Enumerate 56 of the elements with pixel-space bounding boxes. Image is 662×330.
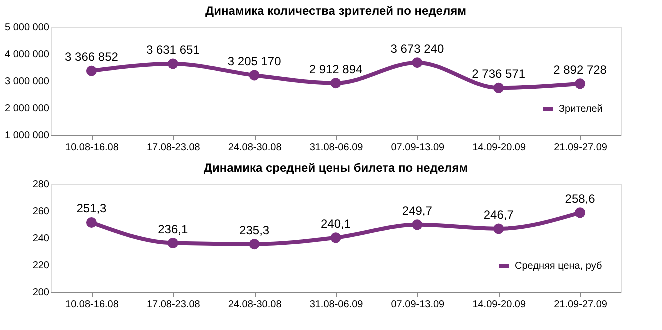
x-tick-label: 21.09-27.09 xyxy=(554,142,608,154)
point xyxy=(575,78,586,90)
x-tick-label: 14.09-20.09 xyxy=(472,142,526,154)
data-label: 235,3 xyxy=(240,223,270,238)
data-label: 240,1 xyxy=(320,216,352,231)
legend-label: Средняя цена, руб xyxy=(515,261,602,272)
x-tick-label: 10.08-16.08 xyxy=(66,300,120,310)
point xyxy=(494,224,504,234)
x-tick-label: 24.08-30.08 xyxy=(228,300,282,310)
data-label: 2 892 728 xyxy=(554,62,608,77)
x-tick-label: 07.09-13.09 xyxy=(391,300,446,310)
point xyxy=(168,58,178,70)
x-tick-label: 14.09-20.09 xyxy=(472,300,526,310)
point xyxy=(330,232,342,244)
point xyxy=(168,238,178,248)
x-tick-label: 24.08-30.08 xyxy=(228,142,282,154)
point xyxy=(412,220,423,230)
legend-label: Зрителей xyxy=(559,104,603,115)
y-tick-label: 280 xyxy=(32,180,50,190)
data-label: 258,6 xyxy=(565,192,596,206)
data-label: 2 736 571 xyxy=(472,67,526,82)
x-tick-label: 10.08-16.08 xyxy=(66,142,120,154)
data-label: 236,1 xyxy=(158,222,188,236)
y-tick-label: 200 xyxy=(32,288,50,298)
data-label: 3 631 651 xyxy=(146,42,200,57)
x-tick-label: 21.09-27.09 xyxy=(554,300,608,310)
y-tick-label: 1 000 000 xyxy=(5,130,50,142)
data-label: 251,3 xyxy=(76,202,108,216)
chart-title: Динамика количества зрителей по неделям xyxy=(206,4,467,18)
y-tick-label: 220 xyxy=(32,260,50,272)
y-tick-label: 3 000 000 xyxy=(5,76,50,88)
data-label: 3 205 170 xyxy=(228,54,282,68)
data-label: 246,7 xyxy=(484,208,514,222)
chart-title: Динамика средней цены билета по неделям xyxy=(204,161,468,175)
x-tick-label: 17.08-23.08 xyxy=(146,300,201,310)
x-tick-label: 07.09-13.09 xyxy=(391,142,446,154)
point xyxy=(330,78,342,89)
y-tick-label: 4 000 000 xyxy=(5,50,50,60)
data-label: 3 673 240 xyxy=(390,42,444,56)
point xyxy=(86,66,97,76)
y-tick-label: 240 xyxy=(32,234,50,244)
point xyxy=(412,58,423,68)
y-tick-label: 260 xyxy=(32,206,50,218)
x-tick-label: 31.08-06.09 xyxy=(310,300,364,310)
data-label: 249,7 xyxy=(402,204,433,218)
y-tick-label: 5 000 000 xyxy=(5,22,50,34)
point xyxy=(249,239,260,250)
y-tick-label: 2 000 000 xyxy=(5,104,50,114)
data-label: 3 366 852 xyxy=(65,50,119,64)
data-label: 2 912 894 xyxy=(309,62,364,76)
point xyxy=(575,208,586,218)
point xyxy=(86,218,97,228)
point xyxy=(249,70,260,81)
x-tick-label: 17.08-23.08 xyxy=(146,142,201,154)
point xyxy=(494,82,504,94)
x-tick-label: 31.08-06.09 xyxy=(310,142,364,154)
